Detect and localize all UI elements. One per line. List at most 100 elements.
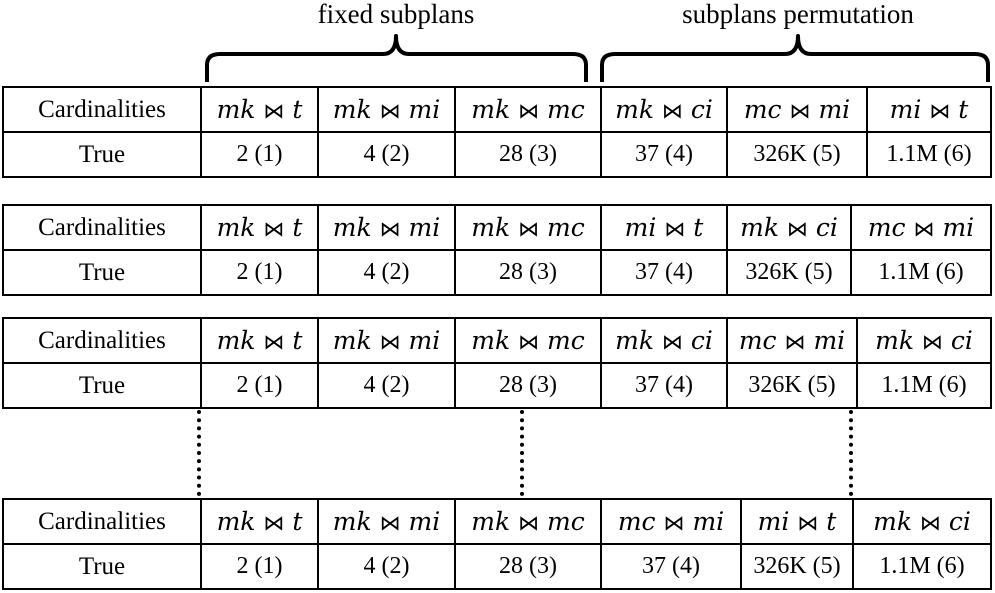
join-cell: mk ⋈ mc: [454, 86, 602, 133]
subplans-permutation-caption: subplans permutation: [682, 0, 914, 29]
fixed-subplans-caption: fixed subplans: [317, 0, 475, 29]
join-right: mi: [813, 326, 846, 355]
join-operator: ⋈: [379, 217, 401, 241]
join-left: mk: [471, 507, 511, 536]
join-operator: ⋈: [379, 99, 401, 123]
join-cell: mc ⋈ mi: [600, 498, 742, 545]
plan-table-4: Cardinalities mk ⋈ t mk ⋈ mi mk ⋈ mc mc …: [2, 498, 992, 590]
cardinality-value: 4 (2): [317, 543, 456, 590]
join-right: mi: [818, 95, 851, 124]
join-cell: mk ⋈ mi: [317, 498, 456, 545]
cardinality-value: 2 (1): [200, 543, 319, 590]
join-right: t: [292, 326, 303, 355]
join-right: mi: [408, 213, 441, 242]
join-left: mk: [615, 95, 654, 124]
cardinality-value: 28 (3): [454, 249, 602, 296]
join-operator: ⋈: [518, 99, 540, 123]
join-right: mi: [692, 507, 725, 536]
true-label: True: [2, 249, 202, 296]
cardinality-value: 37 (4): [600, 131, 728, 178]
join-operator: ⋈: [263, 511, 285, 535]
join-cell: mk ⋈ t: [200, 86, 319, 133]
join-cell: mk ⋈ ci: [726, 204, 852, 251]
join-right: ci: [815, 213, 838, 242]
cardinalities-label: Cardinalities: [2, 498, 202, 545]
join-cell: mc ⋈ mi: [850, 204, 992, 251]
join-cell: mc ⋈ mi: [726, 86, 868, 133]
join-cell: mk ⋈ ci: [600, 317, 728, 364]
join-cell: mi ⋈ t: [866, 86, 992, 133]
join-left: mk: [332, 213, 372, 242]
join-right: ci: [690, 326, 713, 355]
join-right: ci: [948, 507, 971, 536]
cardinalities-label: Cardinalities: [2, 317, 202, 364]
cardinalities-label: Cardinalities: [2, 86, 202, 133]
join-operator: ⋈: [518, 330, 540, 354]
cardinality-value: 28 (3): [454, 131, 602, 178]
true-cardinality-row: True 2 (1) 4 (2) 28 (3) 37 (4) 326K (5) …: [2, 131, 992, 178]
join-left: mk: [216, 507, 256, 536]
plan-table-1: Cardinalities mk ⋈ t mk ⋈ mi mk ⋈ mc mk …: [2, 86, 992, 178]
join-cell: mk ⋈ mi: [317, 317, 456, 364]
join-left: mk: [471, 213, 511, 242]
true-cardinality-row: True 2 (1) 4 (2) 28 (3) 37 (4) 326K (5) …: [2, 362, 992, 409]
join-left: mi: [624, 213, 657, 242]
join-left: mc: [738, 326, 777, 355]
join-right: mc: [547, 213, 585, 242]
join-right: t: [693, 213, 704, 242]
join-cell: mk ⋈ t: [200, 317, 319, 364]
plan-table-3: Cardinalities mk ⋈ t mk ⋈ mi mk ⋈ mc mk …: [2, 317, 992, 409]
join-cell: mk ⋈ ci: [852, 498, 992, 545]
join-cell: mk ⋈ mc: [454, 317, 602, 364]
join-right: t: [958, 95, 969, 124]
join-left: mk: [216, 95, 256, 124]
join-right: mc: [547, 507, 585, 536]
continuation-dots: [520, 410, 524, 496]
cardinality-value: 4 (2): [317, 362, 456, 409]
join-operator: ⋈: [789, 99, 811, 123]
cardinality-value: 2 (1): [200, 249, 319, 296]
braces: [205, 34, 990, 82]
join-cell: mk ⋈ t: [200, 204, 319, 251]
cardinality-value: 326K (5): [726, 362, 858, 409]
join-operator: ⋈: [797, 511, 819, 535]
cardinalities-header-row: Cardinalities mk ⋈ t mk ⋈ mi mk ⋈ mc mc …: [2, 498, 992, 545]
join-cell: mk ⋈ mc: [454, 498, 602, 545]
cardinality-value: 2 (1): [200, 131, 319, 178]
join-right: mc: [547, 95, 585, 124]
cardinality-value: 37 (4): [600, 249, 728, 296]
cardinality-value: 326K (5): [726, 131, 868, 178]
join-operator: ⋈: [786, 217, 808, 241]
cardinality-value: 37 (4): [600, 362, 728, 409]
continuation-dots: [849, 410, 853, 496]
join-left: mk: [216, 326, 256, 355]
join-left: mi: [757, 507, 790, 536]
join-left: mk: [471, 95, 511, 124]
join-left: mk: [875, 326, 914, 355]
join-operator: ⋈: [518, 511, 540, 535]
cardinality-value: 28 (3): [454, 543, 602, 590]
join-operator: ⋈: [784, 330, 806, 354]
join-left: mc: [743, 95, 782, 124]
cardinality-value: 2 (1): [200, 362, 319, 409]
join-left: mk: [332, 326, 372, 355]
join-cell: mi ⋈ t: [600, 204, 728, 251]
join-operator: ⋈: [263, 217, 285, 241]
join-left: mk: [332, 507, 372, 536]
join-cell: mk ⋈ mi: [317, 86, 456, 133]
cardinalities-header-row: Cardinalities mk ⋈ t mk ⋈ mi mk ⋈ mc mi …: [2, 204, 992, 251]
join-operator: ⋈: [921, 330, 943, 354]
join-operator: ⋈: [379, 511, 401, 535]
plan-table-2: Cardinalities mk ⋈ t mk ⋈ mi mk ⋈ mc mi …: [2, 204, 992, 296]
join-left: mc: [617, 507, 656, 536]
join-operator: ⋈: [663, 511, 685, 535]
fixed-subplans-brace: [205, 34, 588, 82]
join-left: mk: [873, 507, 912, 536]
join-operator: ⋈: [661, 330, 683, 354]
join-cell: mk ⋈ ci: [856, 317, 992, 364]
join-right: mi: [942, 213, 975, 242]
join-right: ci: [690, 95, 713, 124]
join-operator: ⋈: [661, 99, 683, 123]
join-left: mk: [740, 213, 779, 242]
join-operator: ⋈: [913, 217, 935, 241]
